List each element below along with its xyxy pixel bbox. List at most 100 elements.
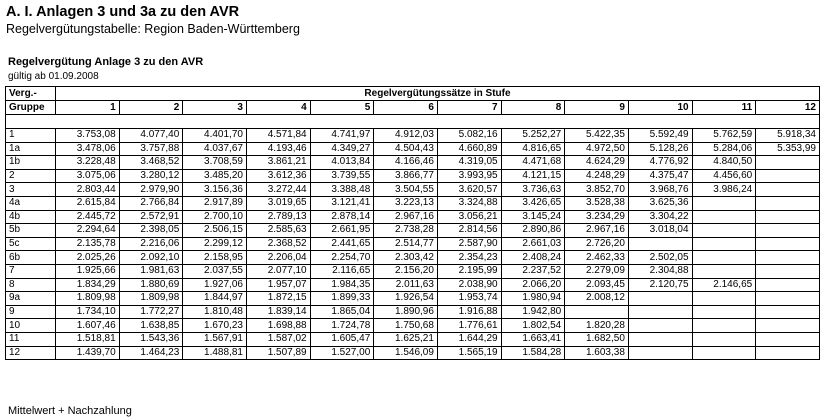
value-cell: 2.572,91 (118, 209, 184, 225)
value-cell: 4.193,46 (245, 141, 311, 157)
value-cell: 4.037,67 (182, 141, 247, 157)
value-cell: 1.607,46 (55, 318, 120, 333)
value-cell: 3.968,76 (627, 182, 693, 197)
value-cell: 1.663,41 (500, 331, 566, 347)
table-row: 4b 2.445,72 2.572,91 2.700,10 2.789,13 2.878,… (5, 209, 820, 225)
section-title: Regelvergütung Anlage 3 zu den AVR (8, 56, 204, 68)
value-cell: 2.237,52 (500, 263, 566, 279)
value-cell: 1.926,54 (373, 291, 438, 306)
value-cell: 1.724,78 (309, 318, 375, 333)
value-cell: 2.368,52 (245, 236, 311, 252)
table-row: 10 1.607,46 1.638,85 1.670,23 1.698,88 1.724,… (5, 318, 820, 333)
value-cell: 1.880,69 (118, 277, 184, 293)
valid-from-note: gültig ab 01.09.2008 (8, 71, 99, 82)
table-row: 9a 1.809,98 1.809,98 1.844,97 1.872,15 1.899,… (5, 291, 820, 306)
level-header-9: 9 (564, 100, 629, 115)
value-cell: 1.980,94 (500, 291, 566, 306)
value-cell: 2.814,56 (436, 223, 502, 238)
value-cell: 2.506,15 (182, 223, 247, 238)
value-cell: 2.661,95 (309, 223, 375, 238)
group-cell: 6b (5, 250, 56, 265)
value-cell: 3.753,08 (55, 128, 120, 143)
value-cell (755, 304, 820, 320)
value-cell: 1.927,06 (182, 277, 247, 293)
header-row-2: Gruppe 1 2 3 4 5 6 7 8 9 10 11 12 (5, 100, 820, 115)
value-cell: 1.809,98 (118, 291, 184, 306)
table-row: 3 2.803,44 2.979,90 3.156,36 3.272,44 3.388,4… (5, 182, 820, 197)
value-cell: 4.248,29 (564, 168, 629, 184)
value-cell: 5.128,26 (627, 141, 693, 157)
group-cell: 12 (5, 345, 56, 361)
value-cell: 2.254,70 (309, 250, 375, 265)
table-row: 7 1.925,66 1.981,63 2.037,55 2.077,10 2.116,6… (5, 263, 820, 279)
value-cell: 2.120,75 (627, 277, 693, 293)
value-cell: 4.816,65 (500, 141, 566, 157)
value-cell: 3.019,65 (245, 195, 311, 211)
value-cell (691, 304, 757, 320)
value-cell (755, 209, 820, 225)
value-cell: 2.206,04 (245, 250, 311, 265)
value-cell: 3.504,55 (373, 182, 438, 197)
value-cell: 1.865,04 (309, 304, 375, 320)
value-cell: 4.013,84 (309, 155, 375, 170)
table-row: 9 1.734,10 1.772,27 1.810,48 1.839,14 1.865,0… (5, 304, 820, 320)
value-cell: 4.660,89 (436, 141, 502, 157)
value-cell: 1.981,63 (118, 263, 184, 279)
value-cell: 4.401,70 (182, 128, 247, 143)
table-row: 6b 2.025,26 2.092,10 2.158,95 2.206,04 2.254,… (5, 250, 820, 265)
value-cell: 1.844,97 (182, 291, 247, 306)
value-cell: 3.324,88 (436, 195, 502, 211)
value-cell: 1.605,47 (309, 331, 375, 347)
value-cell: 1.872,15 (245, 291, 311, 306)
value-cell: 2.766,84 (118, 195, 184, 211)
value-cell (691, 195, 757, 211)
value-cell: 3.468,52 (118, 155, 184, 170)
value-cell (755, 318, 820, 333)
value-cell (627, 345, 693, 361)
value-cell (755, 345, 820, 361)
value-cell: 2.146,65 (691, 277, 757, 293)
value-cell: 1.810,48 (182, 304, 247, 320)
value-cell: 2.011,63 (373, 277, 438, 293)
level-header-2: 2 (118, 100, 184, 115)
group-cell: 1a (5, 141, 56, 157)
value-cell: 4.912,03 (373, 128, 438, 143)
value-cell: 4.375,47 (627, 168, 693, 184)
value-cell: 2.441,65 (309, 236, 375, 252)
value-cell: 2.092,10 (118, 250, 184, 265)
value-cell: 3.304,22 (627, 209, 693, 225)
level-header-3: 3 (182, 100, 247, 115)
value-cell: 3.620,57 (436, 182, 502, 197)
table-row: 11 1.518,81 1.543,36 1.567,91 1.587,02 1.605,… (5, 331, 820, 347)
value-cell: 3.228,48 (55, 155, 120, 170)
value-cell: 2.661,03 (500, 236, 566, 252)
value-cell: 4.504,43 (373, 141, 438, 157)
value-cell: 2.585,63 (245, 223, 311, 238)
group-cell: 3 (5, 182, 56, 197)
value-cell: 2.738,28 (373, 223, 438, 238)
value-cell (627, 236, 693, 252)
value-cell: 2.803,44 (55, 182, 120, 197)
value-cell: 2.303,42 (373, 250, 438, 265)
level-header-1: 1 (55, 100, 120, 115)
table-row: 5c 2.135,78 2.216,06 2.299,12 2.368,52 2.441,… (5, 236, 820, 252)
value-cell: 5.252,27 (500, 128, 566, 143)
value-cell (755, 155, 820, 170)
value-cell: 2.878,14 (309, 209, 375, 225)
group-cell: 1b (5, 155, 56, 170)
group-cell: 4b (5, 209, 56, 225)
value-cell: 1.698,88 (245, 318, 311, 333)
group-cell: 9 (5, 304, 56, 320)
group-cell: 7 (5, 263, 56, 279)
value-cell: 2.077,10 (245, 263, 311, 279)
value-cell: 4.077,40 (118, 128, 184, 143)
value-cell: 3.018,04 (627, 223, 693, 238)
value-cell: 2.156,20 (373, 263, 438, 279)
value-cell (627, 318, 693, 333)
value-cell: 2.462,33 (564, 250, 629, 265)
level-header-10: 10 (627, 100, 693, 115)
value-cell: 1.464,23 (118, 345, 184, 361)
value-cell: 4.776,92 (627, 155, 693, 170)
document-subtitle: Regelvergütungstabelle: Region Baden-Wür… (6, 22, 300, 36)
value-cell: 1.802,54 (500, 318, 566, 333)
